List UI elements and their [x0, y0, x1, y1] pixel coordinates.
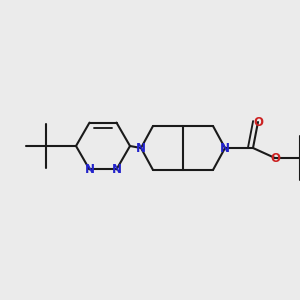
Text: O: O	[270, 152, 280, 164]
Text: N: N	[136, 142, 146, 154]
Text: N: N	[112, 163, 122, 176]
Text: O: O	[253, 116, 263, 128]
Text: N: N	[85, 163, 94, 176]
Text: N: N	[220, 142, 230, 154]
